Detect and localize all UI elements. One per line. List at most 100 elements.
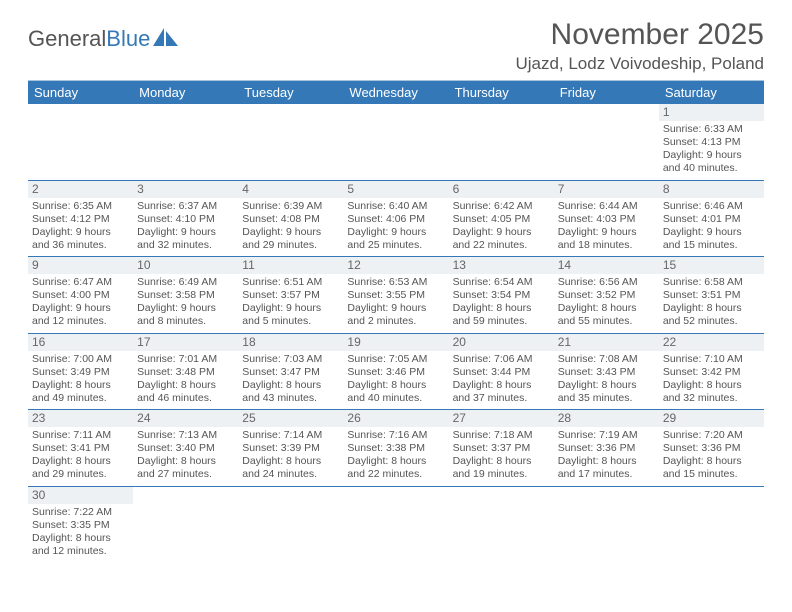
daylight-line: Daylight: 8 hours and 22 minutes. [347, 455, 444, 481]
calendar-day-cell [659, 486, 764, 562]
sunset-line: Sunset: 3:57 PM [242, 289, 339, 302]
sunset-line: Sunset: 3:43 PM [558, 366, 655, 379]
sunrise-line: Sunrise: 7:10 AM [663, 353, 760, 366]
daylight-line: Daylight: 8 hours and 43 minutes. [242, 379, 339, 405]
calendar-day-cell: 18Sunrise: 7:03 AMSunset: 3:47 PMDayligh… [238, 333, 343, 410]
sunrise-line: Sunrise: 6:49 AM [137, 276, 234, 289]
weekday-header: Saturday [659, 81, 764, 104]
day-number: 21 [554, 334, 659, 351]
sunset-line: Sunset: 3:40 PM [137, 442, 234, 455]
calendar-day-cell: 19Sunrise: 7:05 AMSunset: 3:46 PMDayligh… [343, 333, 448, 410]
calendar-page: GeneralBlue November 2025 Ujazd, Lodz Vo… [0, 0, 792, 580]
sunset-line: Sunset: 3:38 PM [347, 442, 444, 455]
daylight-line: Daylight: 9 hours and 29 minutes. [242, 226, 339, 252]
sunrise-line: Sunrise: 7:19 AM [558, 429, 655, 442]
sunset-line: Sunset: 3:46 PM [347, 366, 444, 379]
day-number: 19 [343, 334, 448, 351]
calendar-day-cell: 3Sunrise: 6:37 AMSunset: 4:10 PMDaylight… [133, 180, 238, 257]
calendar-week-row: 1Sunrise: 6:33 AMSunset: 4:13 PMDaylight… [28, 104, 764, 180]
sunset-line: Sunset: 3:44 PM [453, 366, 550, 379]
calendar-day-cell: 30Sunrise: 7:22 AMSunset: 3:35 PMDayligh… [28, 486, 133, 562]
sunrise-line: Sunrise: 7:20 AM [663, 429, 760, 442]
daylight-line: Daylight: 9 hours and 18 minutes. [558, 226, 655, 252]
calendar-day-cell [343, 486, 448, 562]
sunrise-line: Sunrise: 6:40 AM [347, 200, 444, 213]
sunrise-line: Sunrise: 7:01 AM [137, 353, 234, 366]
sunrise-line: Sunrise: 6:42 AM [453, 200, 550, 213]
sunrise-line: Sunrise: 7:08 AM [558, 353, 655, 366]
calendar-day-cell [238, 486, 343, 562]
calendar-day-cell: 23Sunrise: 7:11 AMSunset: 3:41 PMDayligh… [28, 410, 133, 487]
daylight-line: Daylight: 9 hours and 32 minutes. [137, 226, 234, 252]
brand-logo: GeneralBlue [28, 26, 179, 52]
day-number: 22 [659, 334, 764, 351]
sunset-line: Sunset: 4:06 PM [347, 213, 444, 226]
sunrise-line: Sunrise: 6:58 AM [663, 276, 760, 289]
sunrise-line: Sunrise: 7:16 AM [347, 429, 444, 442]
calendar-day-cell: 15Sunrise: 6:58 AMSunset: 3:51 PMDayligh… [659, 257, 764, 334]
sunrise-line: Sunrise: 6:37 AM [137, 200, 234, 213]
weekday-header-row: Sunday Monday Tuesday Wednesday Thursday… [28, 81, 764, 104]
weekday-header: Friday [554, 81, 659, 104]
day-number: 26 [343, 410, 448, 427]
sunset-line: Sunset: 3:36 PM [663, 442, 760, 455]
day-number: 9 [28, 257, 133, 274]
daylight-line: Daylight: 9 hours and 36 minutes. [32, 226, 129, 252]
day-number: 1 [659, 104, 764, 121]
day-number: 18 [238, 334, 343, 351]
sunrise-line: Sunrise: 7:18 AM [453, 429, 550, 442]
month-title: November 2025 [515, 18, 764, 52]
daylight-line: Daylight: 8 hours and 17 minutes. [558, 455, 655, 481]
daylight-line: Daylight: 8 hours and 40 minutes. [347, 379, 444, 405]
daylight-line: Daylight: 8 hours and 46 minutes. [137, 379, 234, 405]
sunrise-line: Sunrise: 6:39 AM [242, 200, 339, 213]
day-number: 17 [133, 334, 238, 351]
calendar-day-cell [28, 104, 133, 180]
day-number: 25 [238, 410, 343, 427]
daylight-line: Daylight: 8 hours and 19 minutes. [453, 455, 550, 481]
day-number: 11 [238, 257, 343, 274]
calendar-day-cell: 22Sunrise: 7:10 AMSunset: 3:42 PMDayligh… [659, 333, 764, 410]
daylight-line: Daylight: 9 hours and 40 minutes. [663, 149, 760, 175]
sunset-line: Sunset: 4:13 PM [663, 136, 760, 149]
calendar-day-cell: 29Sunrise: 7:20 AMSunset: 3:36 PMDayligh… [659, 410, 764, 487]
sunset-line: Sunset: 4:05 PM [453, 213, 550, 226]
calendar-day-cell: 5Sunrise: 6:40 AMSunset: 4:06 PMDaylight… [343, 180, 448, 257]
calendar-day-cell: 1Sunrise: 6:33 AMSunset: 4:13 PMDaylight… [659, 104, 764, 180]
sunset-line: Sunset: 4:08 PM [242, 213, 339, 226]
day-number: 28 [554, 410, 659, 427]
sunrise-line: Sunrise: 6:47 AM [32, 276, 129, 289]
calendar-day-cell: 24Sunrise: 7:13 AMSunset: 3:40 PMDayligh… [133, 410, 238, 487]
daylight-line: Daylight: 8 hours and 32 minutes. [663, 379, 760, 405]
sunrise-line: Sunrise: 7:06 AM [453, 353, 550, 366]
day-number: 30 [28, 487, 133, 504]
day-number: 10 [133, 257, 238, 274]
brand-part1: General [28, 26, 106, 52]
daylight-line: Daylight: 9 hours and 5 minutes. [242, 302, 339, 328]
day-number: 5 [343, 181, 448, 198]
calendar-day-cell [133, 104, 238, 180]
calendar-day-cell: 8Sunrise: 6:46 AMSunset: 4:01 PMDaylight… [659, 180, 764, 257]
daylight-line: Daylight: 9 hours and 22 minutes. [453, 226, 550, 252]
calendar-day-cell: 26 Sunrise: 7:16 AMSunset: 3:38 PMDayligh… [343, 410, 448, 487]
day-number: 20 [449, 334, 554, 351]
sunset-line: Sunset: 4:03 PM [558, 213, 655, 226]
calendar-day-cell [554, 486, 659, 562]
weekday-header: Tuesday [238, 81, 343, 104]
calendar-day-cell: 4Sunrise: 6:39 AMSunset: 4:08 PMDaylight… [238, 180, 343, 257]
sunrise-line: Sunrise: 6:46 AM [663, 200, 760, 213]
daylight-line: Daylight: 8 hours and 12 minutes. [32, 532, 129, 558]
calendar-day-cell [238, 104, 343, 180]
sunrise-line: Sunrise: 7:22 AM [32, 506, 129, 519]
day-number: 6 [449, 181, 554, 198]
sunrise-line: Sunrise: 6:53 AM [347, 276, 444, 289]
daylight-line: Daylight: 9 hours and 2 minutes. [347, 302, 444, 328]
sunset-line: Sunset: 4:10 PM [137, 213, 234, 226]
weekday-header: Wednesday [343, 81, 448, 104]
sunset-line: Sunset: 3:55 PM [347, 289, 444, 302]
sunset-line: Sunset: 3:48 PM [137, 366, 234, 379]
day-number: 2 [28, 181, 133, 198]
sunrise-line: Sunrise: 7:13 AM [137, 429, 234, 442]
calendar-week-row: 23Sunrise: 7:11 AMSunset: 3:41 PMDayligh… [28, 410, 764, 487]
brand-part2: Blue [106, 26, 150, 52]
